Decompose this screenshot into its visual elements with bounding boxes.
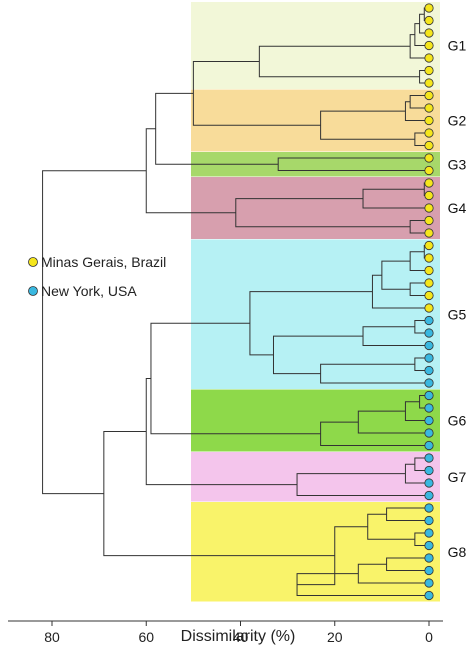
leaf-marker bbox=[424, 90, 434, 101]
leaf-marker bbox=[424, 590, 434, 601]
leaf-marker bbox=[424, 453, 434, 463]
leaf-marker bbox=[424, 340, 434, 351]
leaf-marker bbox=[424, 378, 434, 388]
leaf-marker bbox=[424, 3, 434, 13]
x-tick-label-80: 80 bbox=[44, 629, 60, 645]
leaf-marker bbox=[424, 540, 434, 551]
leaf-marker bbox=[424, 303, 434, 313]
leaf-marker bbox=[424, 578, 434, 588]
x-axis: 80 60 40 20 0 Dissimilarity (%) bbox=[8, 620, 443, 645]
leaf-marker bbox=[424, 528, 434, 538]
leaf-marker bbox=[424, 515, 434, 526]
leaf-marker bbox=[424, 478, 434, 488]
group-label-g2: G2 bbox=[448, 113, 467, 129]
branch bbox=[42, 170, 147, 495]
legend: Minas Gerais, Brazil New York, USA bbox=[28, 254, 166, 299]
leaf-marker bbox=[424, 178, 434, 188]
leaf-marker bbox=[424, 490, 434, 501]
group-band-g5 bbox=[191, 239, 440, 389]
branch bbox=[404, 463, 429, 484]
x-tick-label-0: 0 bbox=[425, 629, 433, 645]
leaf-marker bbox=[424, 140, 434, 151]
leaf-marker bbox=[424, 503, 434, 513]
x-tick-label-20: 20 bbox=[327, 629, 343, 645]
legend-label-minas-gerais: Minas Gerais, Brazil bbox=[41, 254, 166, 270]
leaf-marker bbox=[424, 215, 434, 226]
leaf-marker bbox=[424, 465, 434, 476]
group-labels: G1 G2 G3 G4 G5 G6 G7 G8 bbox=[448, 38, 467, 560]
group-band-g6 bbox=[191, 389, 440, 452]
leaf-marker bbox=[424, 240, 434, 251]
group-band-g1 bbox=[191, 2, 440, 89]
group-label-g8: G8 bbox=[448, 544, 467, 560]
branch bbox=[404, 401, 429, 421]
leaf-marker bbox=[424, 115, 434, 126]
branch bbox=[357, 563, 429, 584]
group-label-g4: G4 bbox=[448, 200, 467, 216]
dendrogram-branches bbox=[42, 7, 429, 596]
group-label-g7: G7 bbox=[448, 469, 467, 485]
leaf-marker bbox=[424, 128, 434, 138]
leaf-marker bbox=[424, 165, 434, 176]
branch bbox=[357, 410, 429, 434]
leaf-marker bbox=[424, 40, 434, 51]
leaf-marker bbox=[424, 15, 434, 26]
group-band-g7 bbox=[191, 452, 440, 502]
legend-marker-new-york bbox=[28, 286, 38, 296]
leaf-marker bbox=[424, 353, 434, 363]
leaf-marker bbox=[424, 328, 434, 338]
leaf-marker bbox=[424, 153, 434, 163]
group-band-g2 bbox=[191, 89, 440, 152]
leaf-marker bbox=[424, 228, 434, 238]
branch bbox=[235, 198, 411, 228]
branch bbox=[103, 431, 335, 557]
leaf-marker bbox=[424, 53, 434, 63]
legend-marker-minas-gerais bbox=[28, 257, 38, 267]
leaf-marker bbox=[424, 565, 434, 576]
group-label-g3: G3 bbox=[448, 156, 467, 172]
leaf-marker bbox=[424, 403, 434, 413]
x-tick-label-40: 40 bbox=[233, 629, 249, 645]
group-label-g6: G6 bbox=[448, 413, 467, 429]
group-label-g5: G5 bbox=[448, 306, 467, 322]
group-band-g8 bbox=[191, 502, 440, 602]
x-tick-label-60: 60 bbox=[138, 629, 154, 645]
leaf-markers bbox=[424, 3, 434, 601]
legend-label-new-york: New York, USA bbox=[41, 283, 137, 299]
leaf-marker bbox=[424, 103, 434, 113]
leaf-marker bbox=[424, 78, 434, 88]
branch bbox=[404, 101, 429, 121]
x-axis-ticks: 80 60 40 20 0 bbox=[44, 621, 433, 645]
leaf-marker bbox=[424, 365, 434, 376]
leaf-marker bbox=[424, 265, 434, 276]
leaf-marker bbox=[424, 315, 434, 326]
leaf-marker bbox=[424, 290, 434, 301]
leaf-marker bbox=[424, 390, 434, 401]
leaf-marker bbox=[424, 253, 434, 263]
group-label-g1: G1 bbox=[448, 38, 467, 54]
leaf-marker bbox=[424, 428, 434, 438]
group-bands bbox=[191, 2, 440, 602]
leaf-marker bbox=[424, 278, 434, 288]
leaf-marker bbox=[424, 415, 434, 426]
leaf-marker bbox=[424, 28, 434, 38]
leaf-marker bbox=[424, 553, 434, 563]
leaf-marker bbox=[424, 203, 434, 213]
leaf-marker bbox=[424, 65, 434, 76]
x-axis-title: Dissimilarity (%) bbox=[181, 628, 296, 645]
leaf-marker bbox=[424, 190, 434, 201]
leaf-marker bbox=[424, 440, 434, 451]
